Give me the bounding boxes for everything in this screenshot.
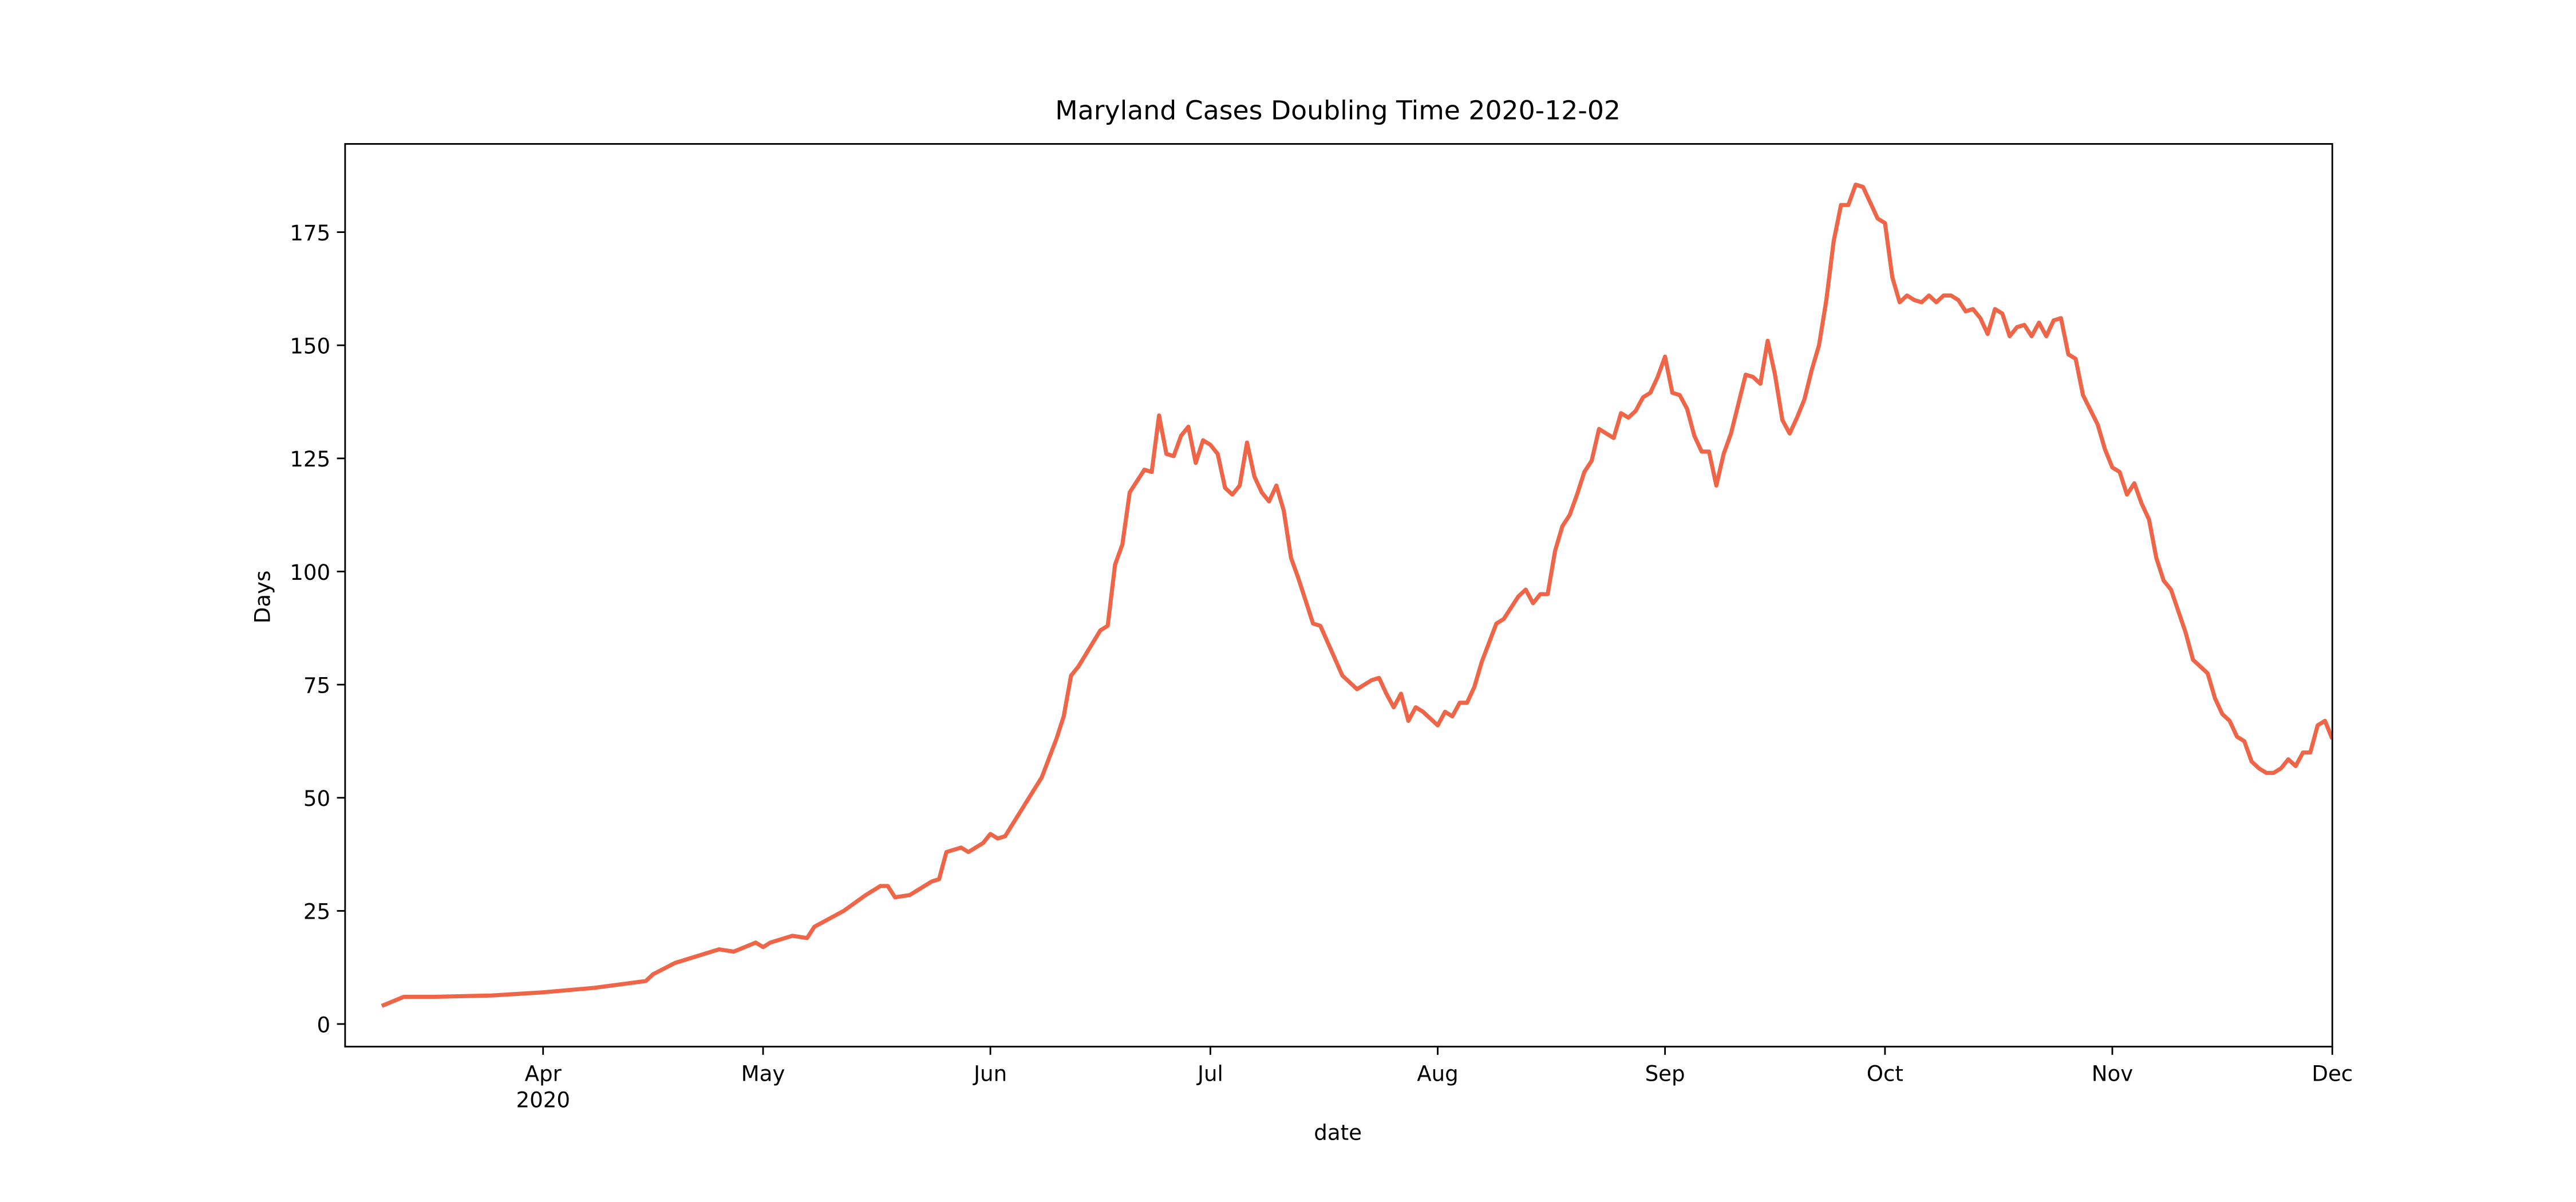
- y-tick-label: 100: [290, 560, 330, 585]
- y-tick-label: 0: [317, 1013, 331, 1037]
- y-tick-label: 25: [303, 900, 330, 924]
- x-axis-label: date: [1314, 1120, 1362, 1145]
- y-axis-label: Days: [250, 571, 275, 624]
- y-tick-label: 50: [303, 786, 330, 811]
- y-tick-label: 125: [290, 447, 330, 472]
- data-line: [381, 183, 2333, 1008]
- y-tick-label: 75: [303, 673, 330, 698]
- plot-area: [381, 183, 2333, 1008]
- x-tick-label: Oct: [1867, 1062, 1903, 1086]
- chart-title: Maryland Cases Doubling Time 2020-12-02: [1055, 96, 1621, 126]
- y-tick-label: 150: [290, 334, 330, 359]
- x-tick-label: Nov: [2092, 1062, 2133, 1086]
- x-tick-label: May: [741, 1062, 785, 1086]
- x-tick-sublabel: 2020: [516, 1088, 570, 1112]
- x-tick-label: Dec: [2312, 1062, 2353, 1086]
- axes-frame: [344, 143, 2333, 1047]
- y-tick-label: 175: [290, 221, 330, 246]
- x-tick-label: Jun: [973, 1062, 1007, 1086]
- x-tick-label: Aug: [1417, 1062, 1459, 1086]
- x-tick-label: Sep: [1645, 1062, 1685, 1086]
- x-tick-label: Jul: [1196, 1062, 1223, 1086]
- x-tick-label: Apr: [525, 1062, 562, 1086]
